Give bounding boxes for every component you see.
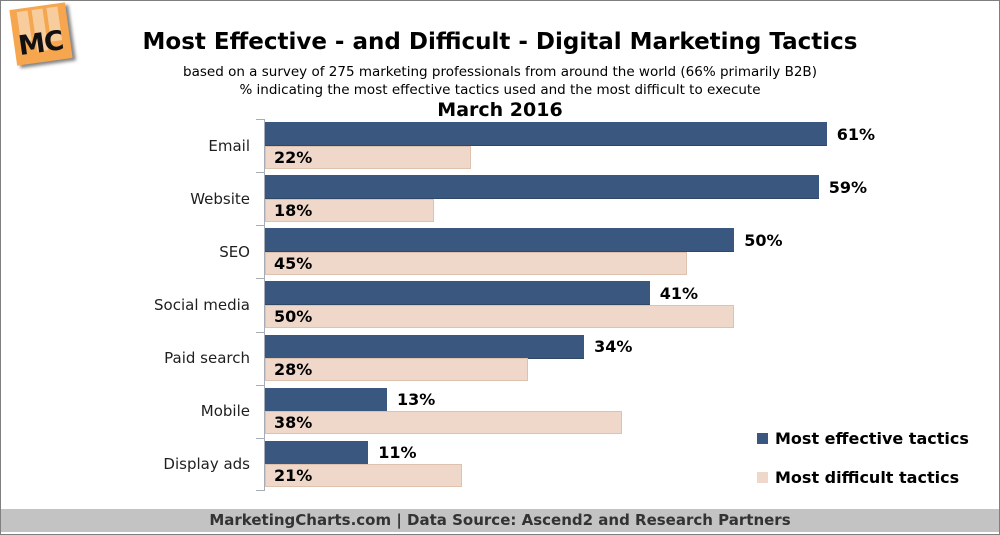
chart-row: Social media 41% 50% (154, 278, 875, 331)
chart-row: SEO 50% 45% (219, 225, 875, 278)
bar-most-difficult-tactics: 18% (265, 198, 434, 222)
category-label: Email (208, 136, 250, 155)
category-label: Social media (154, 295, 250, 314)
bar-most-difficult-tactics: 50% (265, 304, 735, 328)
chart-subtitle-2: % indicating the most effective tactics … (239, 82, 761, 98)
value-label-difficult: 21% (274, 466, 313, 486)
value-label-effective: 11% (378, 443, 417, 463)
legend-item-effective: Most effective tactics (757, 429, 969, 448)
value-label-effective: 41% (659, 283, 699, 303)
bar-most-effective-tactics (265, 440, 369, 465)
value-label-effective: 34% (594, 337, 633, 357)
legend-swatch-difficult (757, 472, 768, 483)
source-attribution-bar: MarketingCharts.com | Data Source: Ascen… (1, 509, 999, 532)
bar-most-effective-tactics (265, 228, 735, 253)
value-label-effective: 13% (397, 390, 436, 410)
bar-most-difficult-tactics: 45% (265, 251, 688, 275)
value-label-effective: 59% (828, 177, 867, 197)
chart-title: Most Effective - and Difficult - Digital… (142, 29, 858, 55)
category-label: Paid search (164, 349, 250, 368)
bar-most-difficult-tactics: 28% (265, 358, 528, 382)
bar-most-difficult-tactics: 22% (265, 145, 472, 169)
chart-period-label: March 2016 (437, 99, 563, 121)
value-label-effective: 50% (744, 230, 783, 250)
legend-label-difficult: Most difficult tactics (775, 468, 960, 487)
legend-swatch-effective (757, 433, 768, 444)
legend-item-difficult: Most difficult tactics (757, 468, 969, 487)
value-label-difficult: 50% (274, 306, 313, 326)
category-label: Mobile (200, 402, 250, 421)
bar-most-effective-tactics (265, 387, 387, 412)
bar-most-effective-tactics (265, 175, 819, 200)
bar-most-difficult-tactics: 21% (265, 464, 463, 488)
category-label: Website (190, 189, 250, 208)
value-label-difficult: 38% (274, 413, 313, 433)
chart-row: Paid search 34% 28% (164, 331, 875, 385)
chart-row: Display ads 11% 21% (163, 437, 875, 491)
chart-row: Mobile 13% 38% (201, 384, 875, 438)
value-label-difficult: 28% (274, 360, 313, 380)
category-label: Display ads (163, 455, 250, 474)
chart-row: Website 59% 18% (190, 172, 875, 225)
legend: Most effective tactics Most difficult ta… (757, 429, 969, 487)
bar-most-effective-tactics (265, 281, 650, 306)
value-label-effective: 61% (836, 124, 875, 144)
bar-most-effective-tactics (265, 334, 585, 359)
value-label-difficult: 45% (274, 253, 313, 273)
category-label: SEO (219, 242, 250, 261)
value-label-difficult: 18% (274, 200, 313, 220)
plot-area: Email 61% 22% Website 59% 18% SEO 50% 45% Social … (154, 119, 875, 491)
bar-most-difficult-tactics: 38% (265, 411, 622, 435)
bar-most-effective-tactics (265, 122, 827, 147)
chart-row: Email 61% 22% (208, 119, 875, 172)
value-label-difficult: 22% (274, 147, 313, 167)
bar-rows: Email 61% 22% Website 59% 18% SEO 50% 45% Social … (154, 119, 875, 491)
chart-subtitle-1: based on a survey of 275 marketing profe… (183, 64, 817, 80)
legend-label-effective: Most effective tactics (775, 429, 969, 448)
